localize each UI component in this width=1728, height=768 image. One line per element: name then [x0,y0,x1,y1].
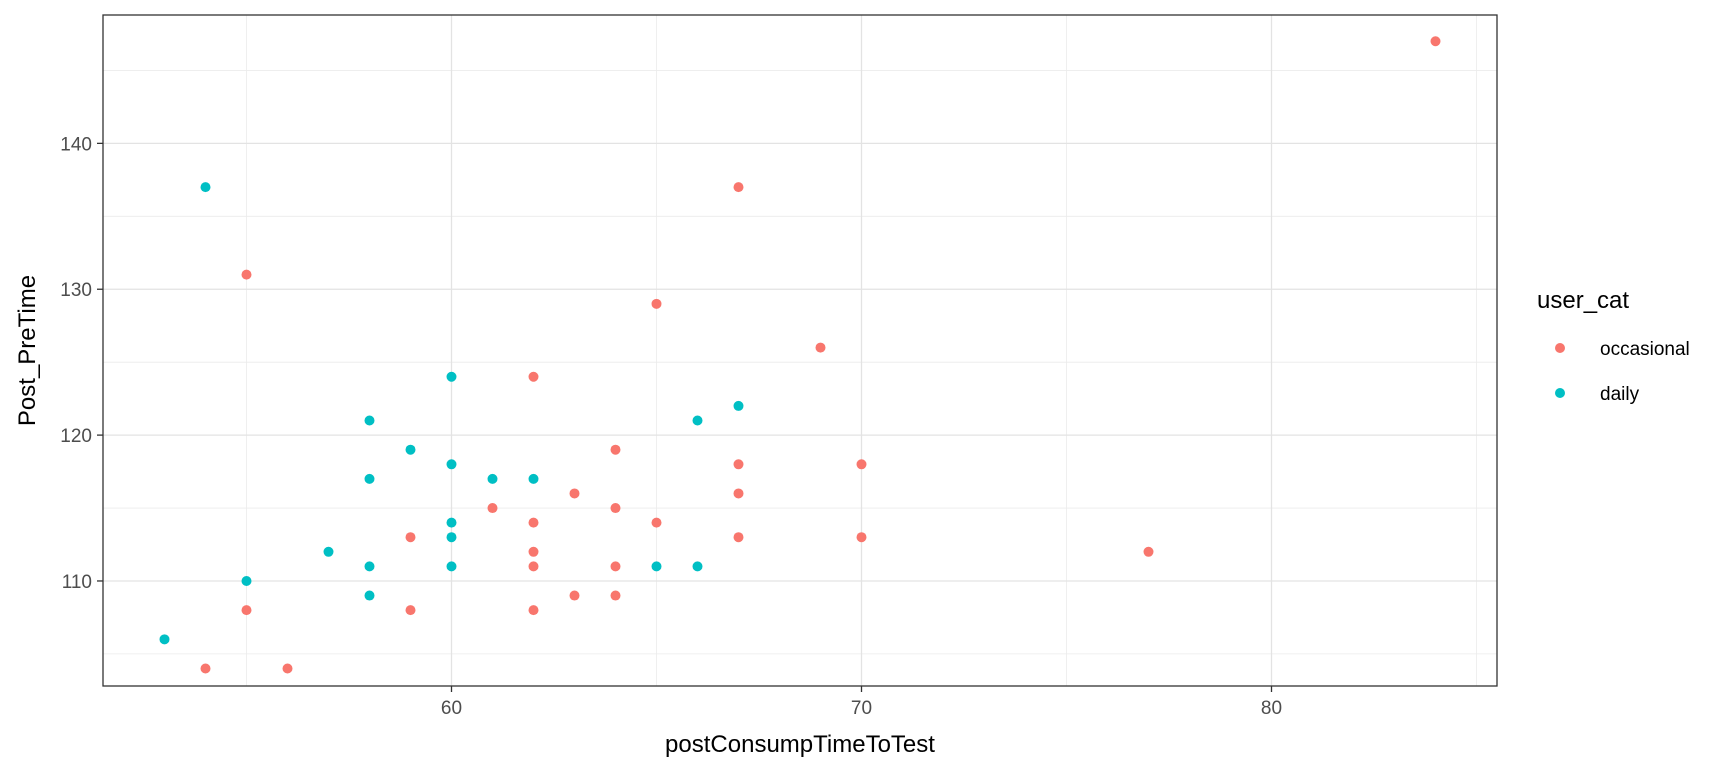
y-tick-label: 140 [60,134,92,155]
data-points [159,36,1441,674]
point-occasional [569,590,580,601]
point-occasional [651,298,662,309]
point-occasional [1143,546,1154,557]
point-occasional [528,561,539,572]
point-occasional [610,503,621,514]
point-occasional [856,532,867,543]
point-occasional [651,517,662,528]
point-daily [364,415,375,426]
point-daily [446,532,457,543]
point-occasional [528,546,539,557]
point-occasional [856,459,867,470]
point-daily [323,546,334,557]
point-occasional [405,532,416,543]
x-tick-label: 60 [441,698,462,719]
point-occasional [528,371,539,382]
x-axis-ticks: 60 70 80 [441,686,1282,719]
point-daily [364,561,375,572]
x-tick-label: 80 [1261,698,1282,719]
point-occasional [282,663,293,674]
point-occasional [569,488,580,499]
major-grid [103,15,1497,686]
point-occasional [528,517,539,528]
legend-label-daily: daily [1600,384,1640,405]
point-occasional [733,532,744,543]
legend-label-occasional: occasional [1600,339,1690,360]
point-daily [528,473,539,484]
point-daily [651,561,662,572]
point-daily [405,444,416,455]
point-occasional [528,605,539,616]
point-daily [364,590,375,601]
point-daily [692,415,703,426]
point-occasional [1430,36,1441,47]
point-daily [446,561,457,572]
point-occasional [733,182,744,193]
y-tick-label: 110 [62,572,92,593]
point-occasional [610,590,621,601]
legend-key-daily [1555,388,1565,398]
point-occasional [487,503,498,514]
x-axis-title: postConsumpTimeToTest [665,731,935,758]
y-tick-label: 130 [60,280,92,301]
point-daily [446,517,457,528]
legend-title: user_cat [1537,287,1629,314]
point-daily [364,473,375,484]
point-daily [159,634,170,645]
point-daily [446,459,457,470]
point-occasional [241,605,252,616]
y-axis-title: Post_PreTime [14,275,41,426]
point-daily [241,575,252,586]
point-occasional [733,459,744,470]
point-daily [446,371,457,382]
minor-grid [103,15,1497,686]
panel-border [102,14,1498,687]
point-daily [733,400,744,411]
point-daily [487,473,498,484]
point-occasional [610,444,621,455]
point-occasional [200,663,211,674]
point-occasional [241,269,252,280]
point-daily [692,561,703,572]
point-occasional [815,342,826,353]
point-occasional [733,488,744,499]
y-tick-label: 120 [60,426,92,447]
point-occasional [610,561,621,572]
y-axis-ticks: 110 120 130 140 [60,134,103,593]
point-daily [200,182,211,193]
legend: user_cat occasional daily [1537,287,1690,405]
point-occasional [405,605,416,616]
x-tick-label: 70 [851,698,872,719]
legend-key-occasional [1555,343,1565,353]
